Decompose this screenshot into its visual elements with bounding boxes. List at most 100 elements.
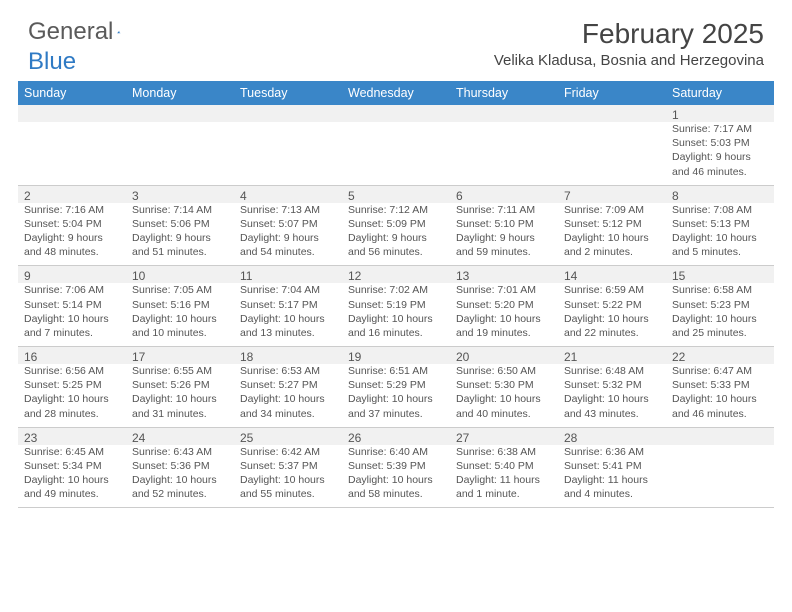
sunset-text: Sunset: 5:37 PM (240, 459, 336, 473)
day-number (342, 105, 450, 122)
daylight-text: Daylight: 10 hours and 43 minutes. (564, 392, 660, 420)
sunset-text: Sunset: 5:06 PM (132, 217, 228, 231)
details-row: Sunrise: 7:17 AMSunset: 5:03 PMDaylight:… (18, 122, 774, 186)
day-number (126, 105, 234, 122)
sunrise-text: Sunrise: 6:48 AM (564, 364, 660, 378)
day-number (558, 105, 666, 122)
day-number: 14 (558, 266, 666, 283)
daylight-text: Daylight: 10 hours and 31 minutes. (132, 392, 228, 420)
daylight-text: Daylight: 9 hours and 54 minutes. (240, 231, 336, 259)
daylight-text: Daylight: 10 hours and 22 minutes. (564, 312, 660, 340)
day-cell: Sunrise: 7:01 AMSunset: 5:20 PMDaylight:… (450, 283, 558, 346)
day-cell (342, 122, 450, 185)
daylight-text: Daylight: 10 hours and 52 minutes. (132, 473, 228, 501)
daylight-text: Daylight: 10 hours and 7 minutes. (24, 312, 120, 340)
day-number: 16 (18, 347, 126, 364)
day-cell: Sunrise: 6:53 AMSunset: 5:27 PMDaylight:… (234, 364, 342, 427)
sunset-text: Sunset: 5:23 PM (672, 298, 768, 312)
sunset-text: Sunset: 5:19 PM (348, 298, 444, 312)
daylight-text: Daylight: 9 hours and 51 minutes. (132, 231, 228, 259)
day-number: 20 (450, 347, 558, 364)
day-number: 26 (342, 428, 450, 445)
daylight-text: Daylight: 10 hours and 34 minutes. (240, 392, 336, 420)
daynum-row: 16171819202122 (18, 347, 774, 364)
day-cell (234, 122, 342, 185)
daylight-text: Daylight: 10 hours and 58 minutes. (348, 473, 444, 501)
sunset-text: Sunset: 5:29 PM (348, 378, 444, 392)
day-number: 13 (450, 266, 558, 283)
day-cell (666, 445, 774, 508)
sunrise-text: Sunrise: 6:51 AM (348, 364, 444, 378)
day-cell: Sunrise: 6:43 AMSunset: 5:36 PMDaylight:… (126, 445, 234, 508)
day-cell: Sunrise: 7:14 AMSunset: 5:06 PMDaylight:… (126, 203, 234, 266)
daylight-text: Daylight: 10 hours and 2 minutes. (564, 231, 660, 259)
sunset-text: Sunset: 5:25 PM (24, 378, 120, 392)
day-number: 5 (342, 186, 450, 203)
sunrise-text: Sunrise: 6:55 AM (132, 364, 228, 378)
day-cell (18, 122, 126, 185)
day-cell (126, 122, 234, 185)
weekday-header: SundayMondayTuesdayWednesdayThursdayFrid… (18, 81, 774, 105)
title-block: February 2025 Velika Kladusa, Bosnia and… (494, 18, 764, 69)
day-number: 10 (126, 266, 234, 283)
logo-text-blue: Blue (28, 48, 76, 76)
sunrise-text: Sunrise: 6:56 AM (24, 364, 120, 378)
day-number: 28 (558, 428, 666, 445)
day-cell: Sunrise: 7:02 AMSunset: 5:19 PMDaylight:… (342, 283, 450, 346)
day-number: 17 (126, 347, 234, 364)
details-row: Sunrise: 7:06 AMSunset: 5:14 PMDaylight:… (18, 283, 774, 347)
daylight-text: Daylight: 11 hours and 4 minutes. (564, 473, 660, 501)
weekday-label: Saturday (666, 81, 774, 105)
day-number: 3 (126, 186, 234, 203)
sunset-text: Sunset: 5:26 PM (132, 378, 228, 392)
sunrise-text: Sunrise: 6:38 AM (456, 445, 552, 459)
day-cell: Sunrise: 7:16 AMSunset: 5:04 PMDaylight:… (18, 203, 126, 266)
day-number: 24 (126, 428, 234, 445)
daynum-row: 9101112131415 (18, 266, 774, 283)
day-number: 21 (558, 347, 666, 364)
sunrise-text: Sunrise: 7:13 AM (240, 203, 336, 217)
day-number: 19 (342, 347, 450, 364)
daylight-text: Daylight: 10 hours and 13 minutes. (240, 312, 336, 340)
day-cell: Sunrise: 6:45 AMSunset: 5:34 PMDaylight:… (18, 445, 126, 508)
day-cell: Sunrise: 7:11 AMSunset: 5:10 PMDaylight:… (450, 203, 558, 266)
day-cell (558, 122, 666, 185)
daylight-text: Daylight: 9 hours and 48 minutes. (24, 231, 120, 259)
daylight-text: Daylight: 10 hours and 25 minutes. (672, 312, 768, 340)
sunrise-text: Sunrise: 7:05 AM (132, 283, 228, 297)
daylight-text: Daylight: 10 hours and 10 minutes. (132, 312, 228, 340)
sunrise-text: Sunrise: 7:01 AM (456, 283, 552, 297)
sunset-text: Sunset: 5:10 PM (456, 217, 552, 231)
sunset-text: Sunset: 5:16 PM (132, 298, 228, 312)
day-number: 18 (234, 347, 342, 364)
day-cell: Sunrise: 6:59 AMSunset: 5:22 PMDaylight:… (558, 283, 666, 346)
sunset-text: Sunset: 5:39 PM (348, 459, 444, 473)
day-number: 1 (666, 105, 774, 122)
day-cell: Sunrise: 6:58 AMSunset: 5:23 PMDaylight:… (666, 283, 774, 346)
sunrise-text: Sunrise: 6:36 AM (564, 445, 660, 459)
daylight-text: Daylight: 10 hours and 19 minutes. (456, 312, 552, 340)
sunset-text: Sunset: 5:32 PM (564, 378, 660, 392)
sunrise-text: Sunrise: 6:47 AM (672, 364, 768, 378)
sunrise-text: Sunrise: 7:17 AM (672, 122, 768, 136)
sunrise-text: Sunrise: 7:08 AM (672, 203, 768, 217)
sunrise-text: Sunrise: 7:16 AM (24, 203, 120, 217)
sunset-text: Sunset: 5:40 PM (456, 459, 552, 473)
daynum-row: 1 (18, 105, 774, 122)
day-cell: Sunrise: 7:12 AMSunset: 5:09 PMDaylight:… (342, 203, 450, 266)
day-cell: Sunrise: 6:38 AMSunset: 5:40 PMDaylight:… (450, 445, 558, 508)
logo: General (28, 18, 141, 46)
logo-text-gray: General (28, 18, 113, 46)
sunrise-text: Sunrise: 7:11 AM (456, 203, 552, 217)
month-year: February 2025 (494, 18, 764, 50)
day-number: 11 (234, 266, 342, 283)
day-cell: Sunrise: 6:51 AMSunset: 5:29 PMDaylight:… (342, 364, 450, 427)
day-cell: Sunrise: 6:42 AMSunset: 5:37 PMDaylight:… (234, 445, 342, 508)
sunset-text: Sunset: 5:20 PM (456, 298, 552, 312)
sunrise-text: Sunrise: 7:12 AM (348, 203, 444, 217)
logo-sail-icon (117, 22, 121, 42)
sunrise-text: Sunrise: 6:42 AM (240, 445, 336, 459)
weekday-label: Friday (558, 81, 666, 105)
weekday-label: Tuesday (234, 81, 342, 105)
day-number: 23 (18, 428, 126, 445)
